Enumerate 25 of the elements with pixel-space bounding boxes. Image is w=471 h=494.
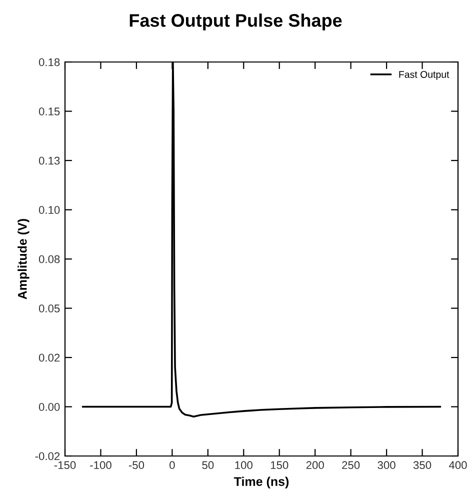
y-tick-label: 0.10 bbox=[38, 206, 60, 214]
x-tick-label: -100 bbox=[90, 461, 112, 470]
x-tick-label: 300 bbox=[378, 461, 396, 470]
x-tick-label: 150 bbox=[270, 461, 288, 470]
x-tick-label: 250 bbox=[342, 461, 360, 470]
x-tick-label: 200 bbox=[306, 461, 324, 470]
y-tick-label: 0.18 bbox=[38, 58, 60, 66]
x-tick-label: 50 bbox=[202, 461, 214, 470]
chart-title: Fast Output Pulse Shape bbox=[130, 14, 342, 30]
x-tick-label: 400 bbox=[448, 461, 467, 470]
x-tick-label: 350 bbox=[413, 461, 432, 470]
y-tick-label: 0.15 bbox=[38, 108, 60, 116]
x-tick-label: 0 bbox=[170, 461, 175, 470]
y-tick-label: 0.13 bbox=[38, 156, 60, 165]
y-axis-title: Amplitude (V) bbox=[18, 219, 30, 300]
y-tick-label: 0.08 bbox=[38, 255, 60, 264]
y-tick-label: 0.02 bbox=[38, 354, 60, 362]
y-tick-label: 0.00 bbox=[38, 403, 60, 411]
x-tick-label: -150 bbox=[54, 461, 76, 470]
x-tick-label: -50 bbox=[128, 461, 144, 470]
y-tick-label: 0.05 bbox=[38, 304, 60, 312]
y-tick-label: -0.02 bbox=[35, 452, 60, 460]
x-axis-title: Time (ns) bbox=[234, 476, 289, 488]
legend-label: Fast Output bbox=[399, 71, 450, 80]
x-tick-label: 100 bbox=[235, 461, 252, 470]
